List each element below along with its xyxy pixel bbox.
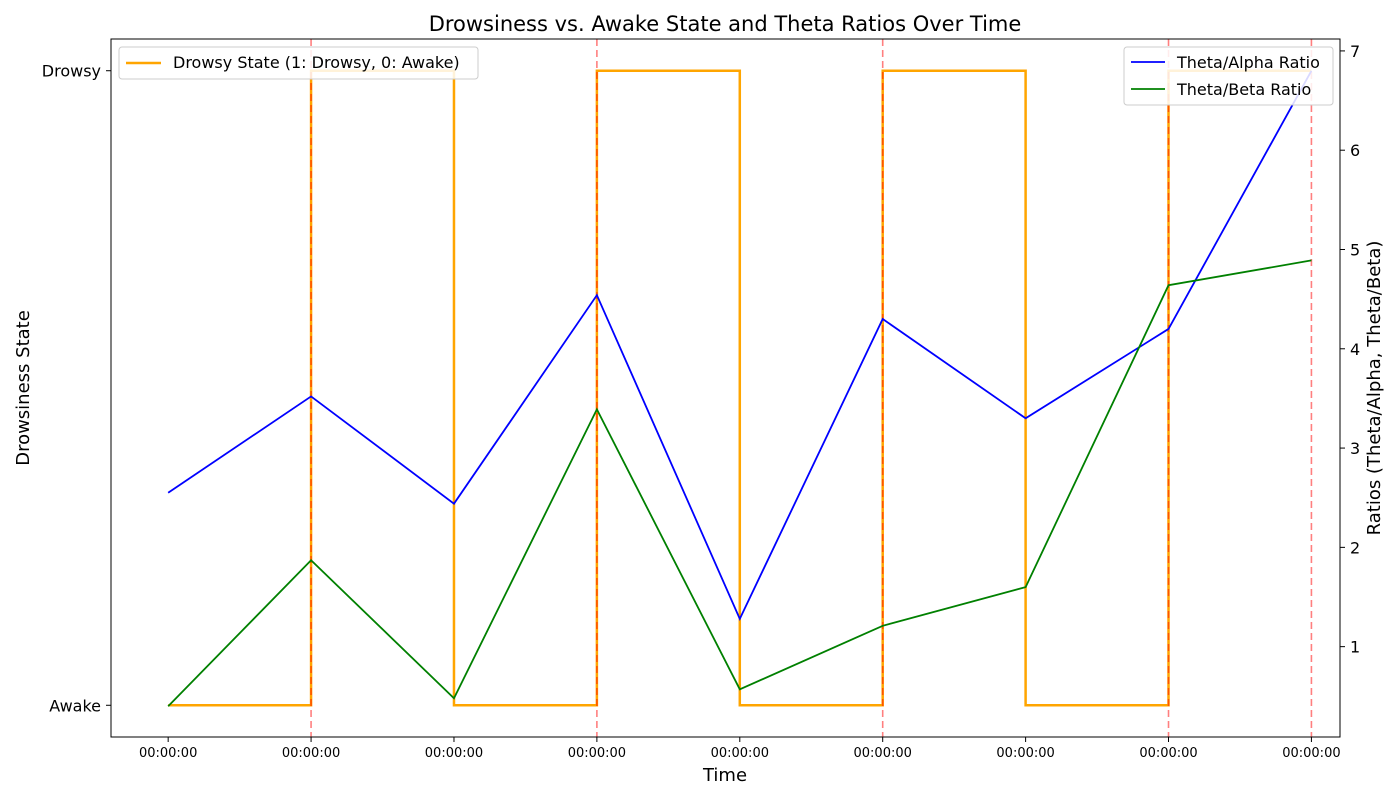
x-tick-label: 00:00:00 <box>854 746 912 761</box>
chart-title: Drowsiness vs. Awake State and Theta Rat… <box>429 12 1022 36</box>
plot-frame <box>110 38 1341 738</box>
x-tick-label: 00:00:00 <box>1139 746 1197 761</box>
right-y-tick-label: 6 <box>1350 141 1360 160</box>
left-y-tick-label: Drowsy <box>42 62 101 81</box>
left-y-tick-label: Awake <box>49 696 101 715</box>
legend-ratios: Theta/Alpha Ratio Theta/Beta Ratio <box>1123 46 1334 106</box>
right-y-axis-label: Ratios (Theta/Alpha, Theta/Beta) <box>1364 241 1385 536</box>
x-tick-label: 00:00:00 <box>568 746 626 761</box>
plot-area <box>167 39 1313 737</box>
legend-box <box>118 46 479 80</box>
right-y-tick-label: 4 <box>1350 340 1360 359</box>
right-y-tick-label: 2 <box>1350 538 1360 557</box>
left-y-axis-label: Drowsiness State <box>13 310 34 466</box>
series-line-theta-alpha-ratio <box>167 70 1313 622</box>
x-tick-label: 00:00:00 <box>139 746 197 761</box>
series-line-theta-beta-ratio <box>167 259 1312 707</box>
x-tick-label: 00:00:00 <box>425 746 483 761</box>
x-tick-label: 00:00:00 <box>711 746 769 761</box>
legend-label-drowsy-state: Drowsy State (1: Drowsy, 0: Awake) <box>173 53 460 72</box>
right-y-tick-label: 3 <box>1350 439 1360 458</box>
x-tick-label: 00:00:00 <box>996 746 1054 761</box>
legend-box <box>1123 46 1334 106</box>
x-axis-label: Time <box>702 765 747 786</box>
right-y-tick-label: 7 <box>1350 42 1360 61</box>
x-tick-label: 00:00:00 <box>282 746 340 761</box>
legend-label-theta-alpha-ratio: Theta/Alpha Ratio <box>1176 53 1320 72</box>
axes: 00:00:00 00:00:00 00:00:00 00:00:00 00:00:00… <box>42 42 1360 761</box>
legend-drowsy-state: Drowsy State (1: Drowsy, 0: Awake) <box>118 46 479 80</box>
right-y-tick-label: 5 <box>1350 240 1360 259</box>
x-tick-label: 00:00:00 <box>1282 746 1340 761</box>
legend-label-theta-beta-ratio: Theta/Beta Ratio <box>1176 80 1311 99</box>
right-y-tick-label: 1 <box>1350 638 1360 657</box>
